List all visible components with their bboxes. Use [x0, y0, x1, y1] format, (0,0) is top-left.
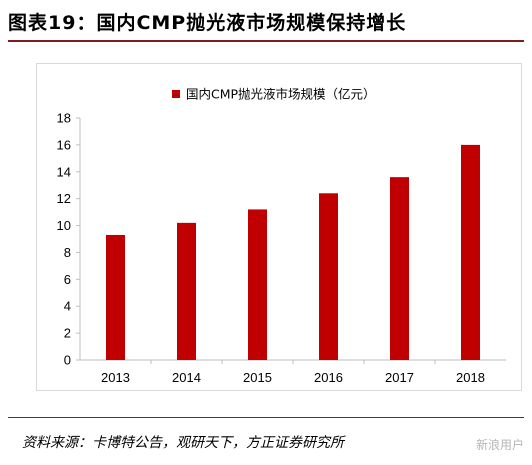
bar-2013 [106, 234, 125, 360]
y-tick-label: 18 [57, 111, 71, 126]
x-tick-label: 2015 [243, 370, 272, 385]
bar-2018 [461, 144, 480, 360]
figure-title: 图表19：国内CMP抛光液市场规模保持增长 [8, 12, 407, 34]
x-tick-label: 2013 [101, 370, 130, 385]
bar-2015 [248, 209, 267, 360]
x-tick-label: 2017 [385, 370, 414, 385]
y-tick-label: 0 [64, 353, 71, 368]
source-note: 资料来源：卡博特公告，观研天下，方正证券研究所 [22, 435, 344, 451]
y-tick-label: 4 [64, 299, 71, 314]
legend-swatch [172, 90, 180, 98]
figure-header: 图表19：国内CMP抛光液市场规模保持增长 [0, 0, 532, 44]
bar-2017 [390, 177, 409, 360]
y-tick-label: 16 [57, 137, 71, 152]
chart-bars [106, 144, 480, 360]
chart-axes [79, 118, 506, 361]
y-tick-label: 12 [57, 191, 71, 206]
bar-2016 [319, 193, 338, 360]
y-tick-label: 10 [57, 218, 71, 233]
x-tick-label: 2018 [456, 370, 485, 385]
y-tick-label: 6 [64, 272, 71, 287]
y-axis-ticks: 0 2 4 6 8 10 12 14 16 18 [57, 111, 80, 368]
footer-rule [8, 417, 524, 418]
header-rule [8, 40, 524, 42]
y-tick-label: 14 [57, 164, 71, 179]
legend-label: 国内CMP抛光液市场规模（亿元） [186, 87, 376, 102]
y-tick-label: 8 [64, 245, 71, 260]
chart-legend: 国内CMP抛光液市场规模（亿元） [172, 87, 376, 102]
y-tick-label: 2 [64, 326, 71, 341]
watermark: 新浪用户 [475, 438, 524, 452]
x-axis-ticks: 2013 2014 2015 2016 2017 2018 [101, 360, 485, 385]
x-tick-label: 2014 [172, 370, 201, 385]
x-tick-label: 2016 [314, 370, 343, 385]
bar-2014 [177, 222, 196, 360]
